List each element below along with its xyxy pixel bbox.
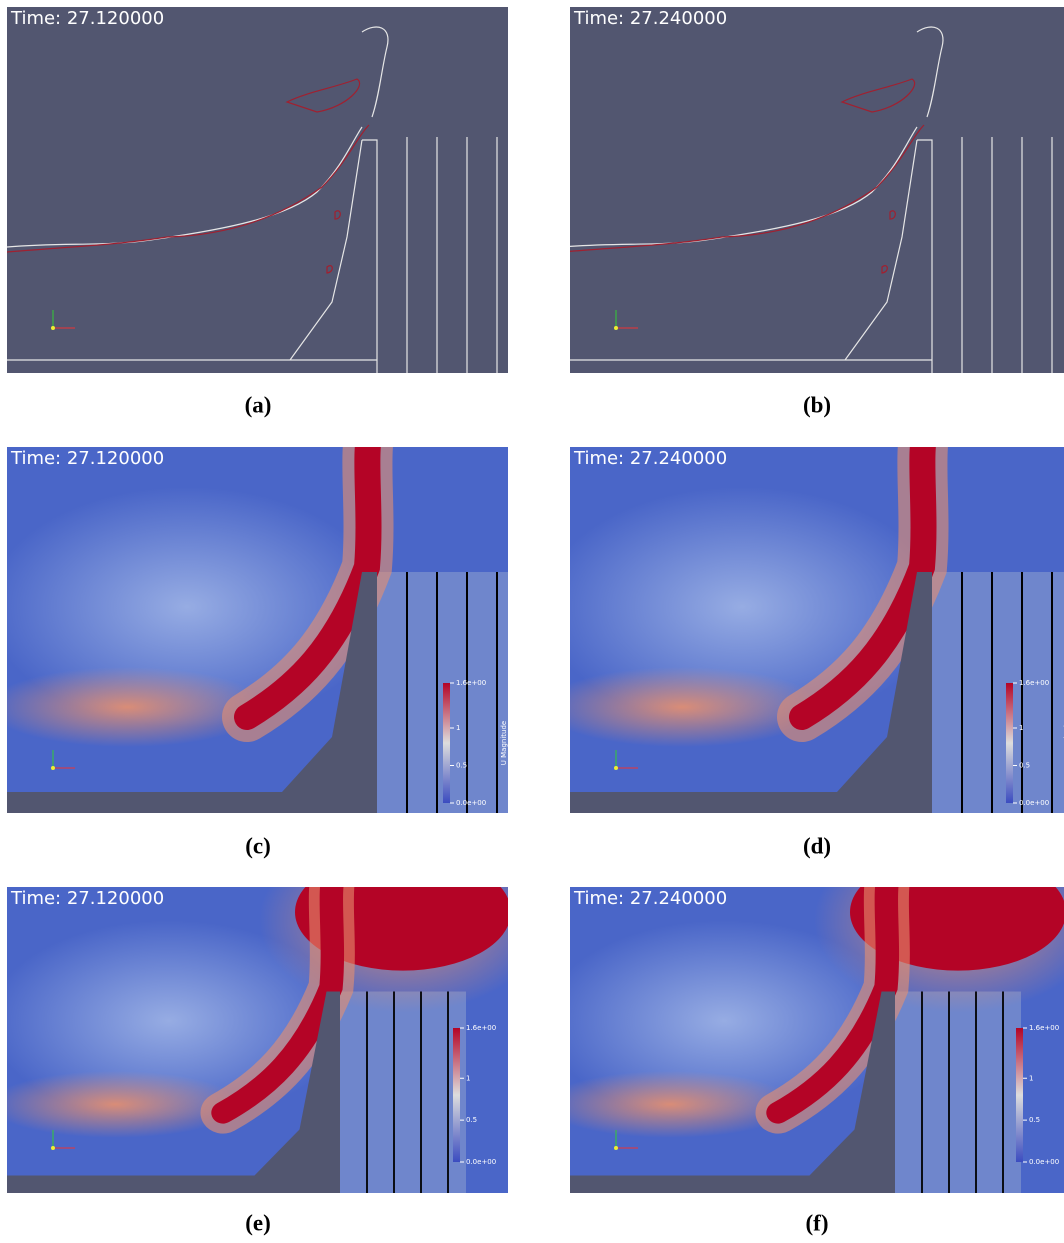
triad-origin — [51, 766, 55, 770]
time-label: Time: 27.240000 — [573, 448, 727, 469]
colorbar-title: U Magnitude — [510, 1073, 518, 1117]
panel: 0.0e+00 0.5 1 1.6e+00 U Magnitude Time: 27.12… — [0, 828, 547, 1193]
colorbar — [1006, 683, 1013, 803]
baffle-region — [895, 992, 1021, 1193]
colorbar-tick-label: 1 — [1019, 724, 1023, 732]
colorbar-tick-label: 0.5 — [1029, 1116, 1040, 1124]
time-label: Time: 27.240000 — [573, 8, 727, 29]
panel: Time: 27.120000 — [7, 7, 508, 380]
colorbar-tick-label: 0.0e+00 — [466, 1158, 496, 1166]
caption: (b) — [803, 392, 831, 417]
colorbar-tick-label: 0.0e+00 — [1029, 1158, 1059, 1166]
background — [570, 7, 1064, 373]
time-label: Time: 27.120000 — [10, 448, 164, 469]
colorbar-tick-label: 0.0e+00 — [456, 799, 486, 807]
colorbar-tick-label: 1 — [1029, 1074, 1033, 1082]
caption: (e) — [245, 1210, 271, 1235]
colorbar-tick-label: 1 — [466, 1074, 470, 1082]
triad-origin — [51, 326, 55, 330]
triad-origin — [614, 1146, 618, 1150]
colorbar-tick-label: 1.6e+00 — [1029, 1024, 1059, 1032]
caption: (a) — [245, 392, 272, 417]
colorbar-tick-label: 0.5 — [1019, 762, 1030, 770]
time-label: Time: 27.120000 — [10, 8, 164, 29]
panel: 0.0e+00 0.5 1 1.6e+00 U Magnitude Time: 27.12… — [0, 427, 517, 813]
time-label: Time: 27.240000 — [573, 888, 727, 909]
colorbar-tick-label: 0.0e+00 — [1019, 799, 1049, 807]
time-label: Time: 27.120000 — [10, 888, 164, 909]
colorbar — [443, 683, 450, 803]
triad-origin — [614, 766, 618, 770]
colorbar-tick-label: 1.6e+00 — [456, 679, 486, 687]
colorbar-title: U Magnitude — [500, 721, 508, 765]
colorbar — [453, 1028, 460, 1162]
colorbar-tick-label: 1.6e+00 — [1019, 679, 1049, 687]
colorbar-tick-label: 1 — [456, 724, 460, 732]
figure: Time: 27.120000 (a) Time: 27.240000 (b) 0.0e… — [0, 0, 1064, 1243]
colorbar-tick-label: 0.5 — [456, 762, 467, 770]
triad-origin — [614, 326, 618, 330]
caption: (c) — [245, 833, 271, 858]
panel: Time: 27.240000 — [562, 7, 1064, 380]
caption: (d) — [803, 833, 831, 858]
background — [7, 7, 508, 373]
colorbar — [1016, 1028, 1023, 1162]
caption: (f) — [806, 1210, 829, 1235]
triad-origin — [51, 1146, 55, 1150]
colorbar-tick-label: 1.6e+00 — [466, 1024, 496, 1032]
colorbar-tick-label: 0.5 — [466, 1116, 477, 1124]
baffle-region — [932, 572, 1064, 813]
